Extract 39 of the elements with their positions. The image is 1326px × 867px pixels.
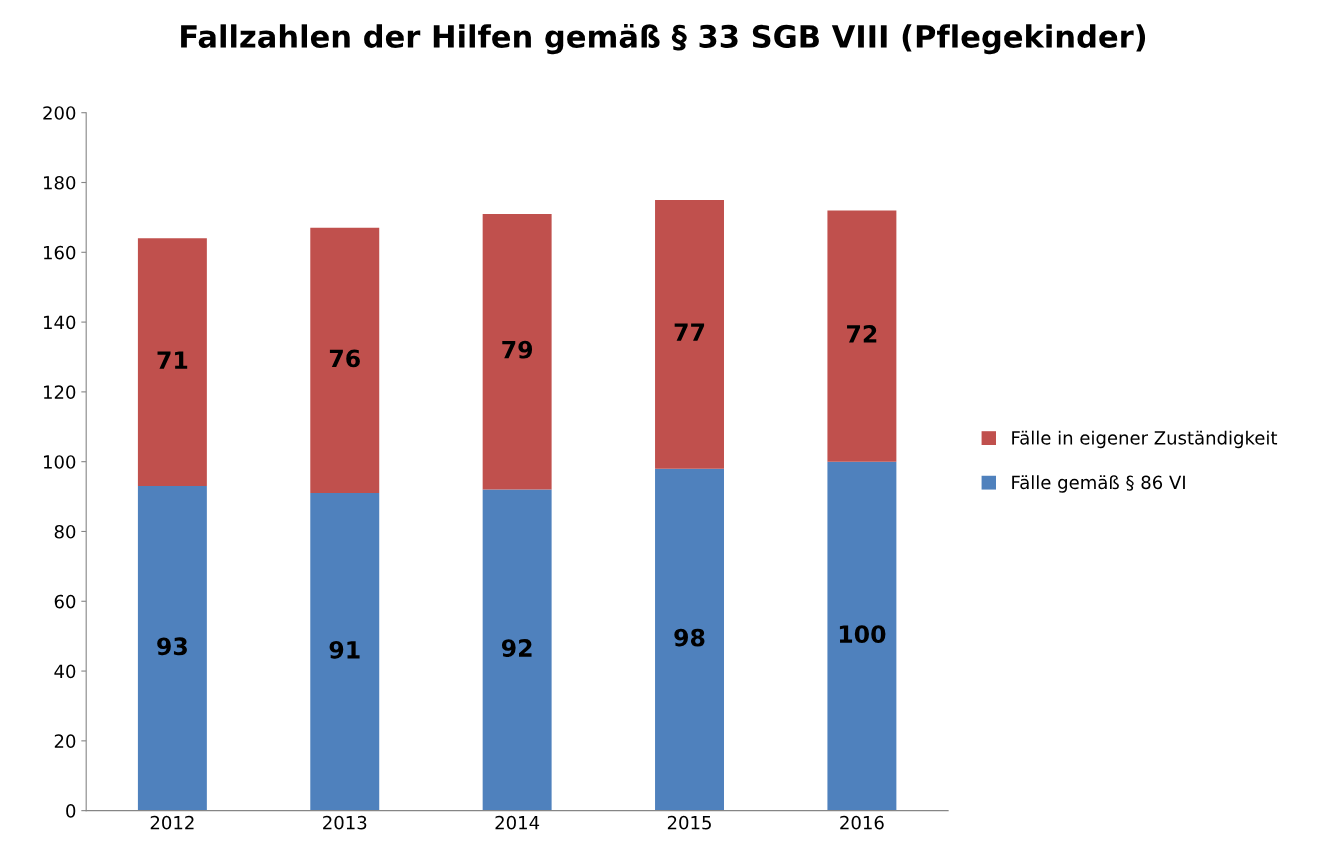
y-tick-label: 20 [54,734,76,748]
y-tick-label: 80 [54,524,76,539]
data-label: 79 [502,340,533,359]
y-tick-label: 120 [43,385,76,399]
y-tick-label: 40 [54,664,76,679]
bar [655,468,724,811]
y-tick-label: 200 [43,106,76,120]
data-label: 100 [839,625,886,644]
x-tick-label: 2015 [667,815,711,830]
bar [655,199,724,469]
bar [827,210,897,462]
y-tick-label: 140 [43,315,76,330]
x-tick-label: 2014 [495,815,540,830]
bar [137,238,207,487]
bar [137,486,207,811]
y-tick-label: 180 [43,175,76,190]
legend-label: Fälle in eigener Zuständigkeit [1012,430,1278,449]
data-label: 93 [157,637,187,656]
data-label: 92 [501,639,532,657]
bar [482,213,552,490]
y-tick-label: 60 [54,594,76,609]
y-tick-label: 100 [43,455,76,469]
data-label: 77 [674,323,705,341]
bar [310,227,380,494]
y-tick-label: 160 [43,245,76,260]
bar [482,489,552,811]
data-label: 72 [847,325,877,343]
bar [310,493,380,811]
legend-label: Fälle gemäß § 86 VI [1012,475,1185,493]
y-tick-label: 0 [66,804,76,818]
data-label: 76 [329,349,360,368]
data-label: 98 [674,628,705,647]
chart-title: Fallzahlen der Hilfen gemäß § 33 SGB VIII (Pflegekinder) [181,23,1146,55]
x-tick-label: 2012 [150,815,194,830]
x-tick-label: 2016 [840,815,884,830]
x-tick-label: 2013 [323,815,367,830]
data-label: 71 [157,351,188,369]
bar [827,461,897,811]
data-label: 91 [329,640,360,659]
